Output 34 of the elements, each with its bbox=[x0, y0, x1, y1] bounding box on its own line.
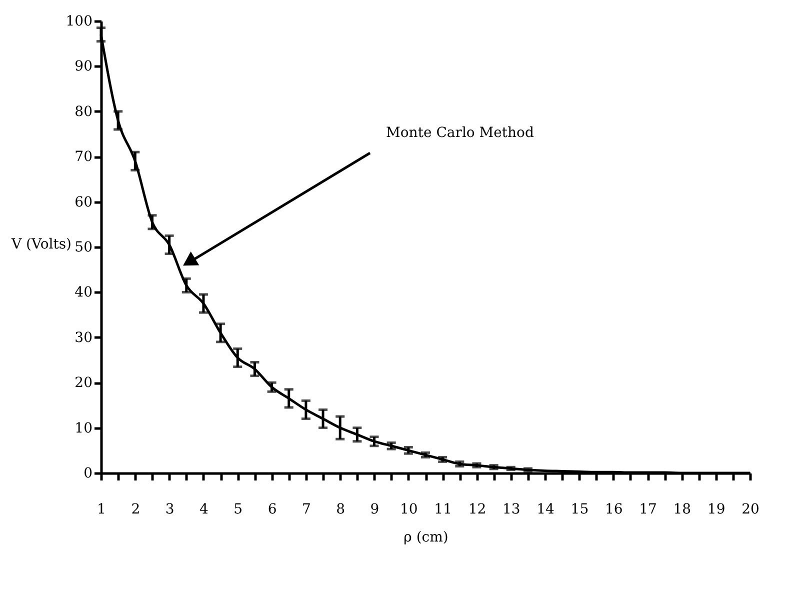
x-tick-label: 19 bbox=[707, 502, 726, 518]
x-tick-label: 15 bbox=[570, 502, 589, 518]
annotation: Monte Carlo Method bbox=[386, 125, 534, 141]
y-tick-label: 40 bbox=[74, 284, 92, 301]
y-tick-label: 10 bbox=[74, 420, 92, 436]
x-tick-label: 11 bbox=[434, 502, 452, 518]
x-tick-label: 8 bbox=[336, 502, 346, 518]
y-axis-title: V (Volts) bbox=[10, 236, 72, 252]
x-tick-label: 18 bbox=[673, 502, 692, 518]
y-tick-label: 50 bbox=[74, 240, 92, 256]
x-tick-label: 9 bbox=[370, 502, 380, 518]
y-tick-label: 60 bbox=[74, 194, 92, 210]
y-tick-label: 30 bbox=[74, 330, 92, 346]
x-tick-label: 17 bbox=[639, 502, 657, 518]
x-tick-label: 3 bbox=[165, 502, 174, 518]
x-tick-label: 2 bbox=[131, 502, 140, 518]
x-tick-label: 12 bbox=[468, 502, 486, 518]
x-tick-label: 5 bbox=[234, 502, 243, 518]
y-tick-label: 20 bbox=[74, 375, 92, 392]
x-tick-label: 1 bbox=[97, 502, 106, 518]
x-tick-label: 4 bbox=[200, 502, 209, 518]
y-tick-label: 90 bbox=[74, 58, 92, 75]
x-tick-label: 14 bbox=[536, 502, 555, 518]
x-tick-label: 16 bbox=[604, 502, 623, 518]
x-tick-label: 13 bbox=[502, 502, 520, 518]
x-tick-label: 6 bbox=[268, 502, 277, 518]
x-tick-label: 20 bbox=[742, 502, 760, 518]
x-tick-label: 7 bbox=[302, 502, 311, 518]
x-tick-label: 10 bbox=[400, 502, 418, 518]
y-tick-label: 70 bbox=[74, 149, 92, 166]
y-tick-label: 80 bbox=[74, 104, 92, 120]
y-tick-label: 0 bbox=[84, 466, 92, 482]
y-tick-label: 100 bbox=[66, 14, 92, 30]
x-axis-title: ρ (cm) bbox=[404, 530, 448, 546]
